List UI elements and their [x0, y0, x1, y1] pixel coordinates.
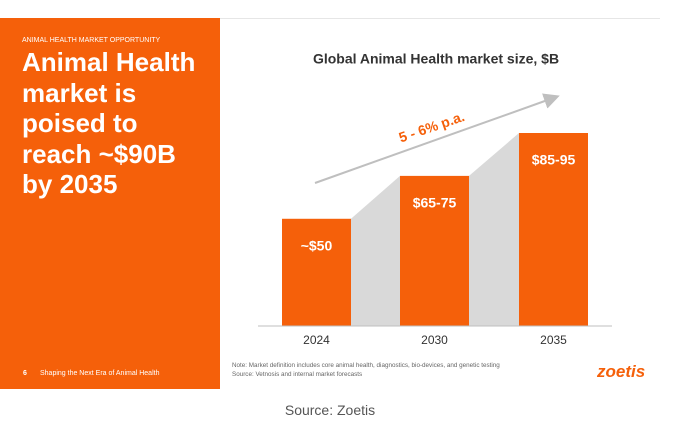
slide-border: [0, 18, 660, 389]
connector: [351, 175, 400, 326]
page-number: 6: [23, 370, 27, 377]
source: Source: Vetnosis and internal market for…: [232, 371, 363, 378]
bar: [282, 218, 351, 326]
x-tick-label: 2035: [540, 333, 567, 347]
x-tick-label: 2024: [303, 333, 330, 347]
connector: [469, 133, 519, 326]
logo: zoetis: [597, 362, 646, 381]
orange-panel: [0, 18, 220, 389]
growth-arrow: [314, 93, 560, 184]
value-label: $85-95: [532, 152, 576, 168]
chart-title: Global Animal Health market size, $B: [313, 51, 559, 67]
headline: Animal Health market is poised to reach …: [22, 47, 196, 199]
footer: Shaping the Next Era of Animal Health: [40, 370, 160, 377]
annotation: 5 - 6% p.a.: [397, 108, 467, 145]
x-tick-label: 2030: [421, 333, 448, 347]
bar: [400, 175, 469, 326]
kicker: ANIMAL HEALTH MARKET OPPORTUNITY: [22, 37, 161, 44]
caption: Source: Zoetis: [284, 402, 376, 418]
bar: [519, 133, 588, 326]
note: Note: Market definition includes core an…: [232, 362, 500, 369]
value-label: $65-75: [413, 195, 457, 211]
value-label: ~$50: [301, 237, 333, 253]
